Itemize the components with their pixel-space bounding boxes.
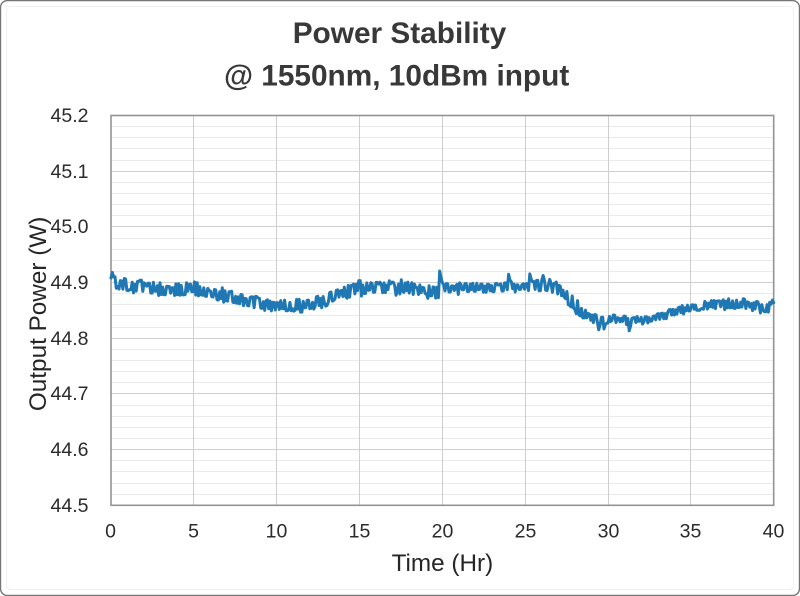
svg-text:44.5: 44.5 — [51, 495, 89, 517]
svg-text:44.7: 44.7 — [51, 383, 89, 405]
svg-text:Output Power (W): Output Power (W) — [25, 217, 52, 411]
svg-text:45.2: 45.2 — [51, 105, 89, 127]
svg-text:35: 35 — [680, 520, 702, 542]
svg-text:30: 30 — [598, 520, 620, 542]
svg-text:Power Stability: Power Stability — [293, 17, 507, 50]
svg-text:20: 20 — [432, 520, 454, 542]
svg-text:45.1: 45.1 — [51, 161, 89, 183]
svg-text:Time (Hr): Time (Hr) — [392, 550, 494, 577]
svg-text:45.0: 45.0 — [51, 216, 89, 238]
svg-text:15: 15 — [349, 520, 371, 542]
svg-text:@ 1550nm, 10dBm input: @ 1550nm, 10dBm input — [224, 60, 569, 93]
svg-text:44.9: 44.9 — [51, 272, 89, 294]
svg-text:0: 0 — [105, 520, 116, 542]
svg-text:5: 5 — [188, 520, 199, 542]
svg-text:10: 10 — [266, 520, 288, 542]
svg-text:44.8: 44.8 — [51, 328, 89, 350]
svg-text:44.6: 44.6 — [51, 439, 89, 461]
svg-text:40: 40 — [763, 520, 785, 542]
svg-text:25: 25 — [515, 520, 537, 542]
